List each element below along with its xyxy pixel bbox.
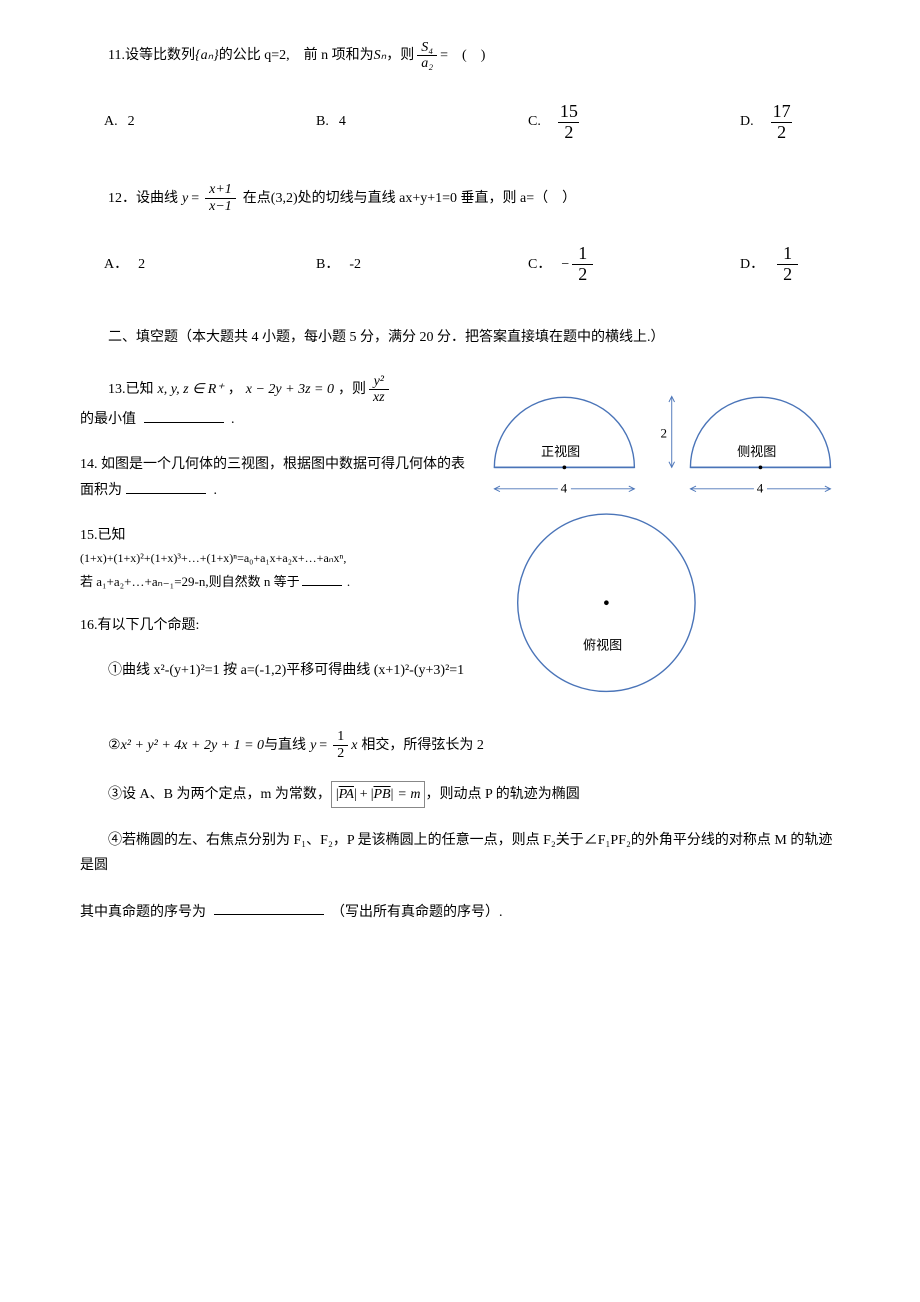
q11-options: A. 2 B. 4 C. 15 2 D. 17 2 xyxy=(80,102,840,143)
q11-eq: = xyxy=(440,43,448,68)
q11-opt-c: C. 15 2 xyxy=(528,102,608,143)
q11-frac-num: S₄ xyxy=(417,40,437,55)
q11-number: 11. xyxy=(80,43,125,68)
section-2-title: 二、填空题（本大题共 4 小题，每小题 5 分，满分 20 分．把答案直接填在题… xyxy=(80,325,840,350)
fig-diameter-2: 4 xyxy=(757,481,764,496)
q16-blank xyxy=(214,899,324,916)
front-view-label: 正视图 xyxy=(541,444,580,459)
q12-number: 12． xyxy=(80,186,136,211)
question-16-head: 16.有以下几个命题: xyxy=(80,613,475,638)
q11-text-a: 设等比数列 xyxy=(125,43,195,68)
q12-opt-c: C． − 1 2 xyxy=(528,244,608,285)
q11-opt-c-label: C. xyxy=(528,109,541,134)
q12-opt-b: B． -2 xyxy=(316,244,396,285)
q11-opt-b-value: 4 xyxy=(339,109,346,134)
q16-final: 其中真命题的序号为 （写出所有真命题的序号）. xyxy=(80,899,840,925)
q11-frac-den: a₂ xyxy=(417,55,437,71)
question-12: 12． 设曲线 y = x+1 x−1 在点(3,2)处的切线与直线 ax+y+… xyxy=(80,182,840,284)
q11-sn: Sₙ xyxy=(374,43,387,68)
fig-radius-label: 2 xyxy=(661,425,668,440)
q11-fraction: S₄ a₂ xyxy=(417,40,437,72)
q11-text-d: ( ) xyxy=(448,43,485,68)
q16-p1: ①曲线 x²-(y+1)²=1 按 a=(-1,2)平移可得曲线 (x+1)²-… xyxy=(80,658,475,683)
fig-diameter-1: 4 xyxy=(561,481,568,496)
q12-fraction: x+1 x−1 xyxy=(205,182,236,214)
three-view-figure: 2 正视图 侧视图 4 4 俯视图 xyxy=(485,374,840,719)
q16-p2: ② x² + y² + 4x + 2y + 1 = 0 与直线 y = 1 2 … xyxy=(80,729,840,761)
q12-opt-a: A． 2 xyxy=(104,244,184,285)
question-14: 14. 如图是一个几何体的三视图，根据图中数据可得几何体的表面积为 . xyxy=(80,452,475,503)
q11-opt-a-label: A. xyxy=(104,109,118,134)
q16-p3: ③设 A、B 为两个定点，m 为常数， |PA| + |PB| = m ，则动点… xyxy=(80,781,840,808)
q11-opt-c-frac: 15 2 xyxy=(554,102,584,143)
q11-opt-a-value: 2 xyxy=(128,109,135,134)
question-13: 13. 已知 x, y, z ∈ R⁺ ， x − 2y + 3z = 0 ，则… xyxy=(80,374,475,432)
q11-opt-a: A. 2 xyxy=(104,102,184,143)
q11-seq: {aₙ} xyxy=(195,43,219,68)
q11-text-c: ，则 xyxy=(386,43,414,68)
q11-text-b: 的公比 q=2, 前 n 项和为 xyxy=(219,43,374,68)
q11-stem: 11. 设等比数列 {aₙ} 的公比 q=2, 前 n 项和为 Sₙ ，则 S₄… xyxy=(80,40,840,72)
top-view-label: 俯视图 xyxy=(583,637,622,652)
side-view-label: 侧视图 xyxy=(737,444,776,459)
q14-blank xyxy=(126,477,206,494)
q15-blank xyxy=(302,570,342,586)
q11-opt-b: B. 4 xyxy=(316,102,396,143)
q12-options: A． 2 B． -2 C． − 1 2 D． 1 xyxy=(80,244,840,285)
q12-opt-d: D． 1 2 xyxy=(740,244,820,285)
q11-opt-b-label: B. xyxy=(316,109,329,134)
q12-text-a: 设曲线 xyxy=(136,186,178,211)
question-15: 15.已知 (1+x)+(1+x)²+(1+x)³+…+(1+x)ⁿ=a₀+a₁… xyxy=(80,523,475,593)
q11-opt-d: D. 17 2 xyxy=(740,102,820,143)
q13-fraction: y² xz xyxy=(369,374,389,406)
three-view-svg: 2 正视图 侧视图 4 4 俯视图 xyxy=(485,374,840,710)
q11-opt-d-frac: 17 2 xyxy=(767,102,797,143)
q11-opt-d-label: D. xyxy=(740,109,754,134)
q16-p4: ④若椭圆的左、右焦点分别为 F₁、F₂，P 是该椭圆上的任意一点，则点 F₂关于… xyxy=(80,828,840,878)
q13-blank xyxy=(144,406,224,423)
q12-text-b: 在点(3,2)处的切线与直线 ax+y+1=0 垂直，则 a=（ ） xyxy=(243,186,576,211)
question-11: 11. 设等比数列 {aₙ} 的公比 q=2, 前 n 项和为 Sₙ ，则 S₄… xyxy=(80,40,840,142)
q12-stem: 12． 设曲线 y = x+1 x−1 在点(3,2)处的切线与直线 ax+y+… xyxy=(80,182,840,214)
